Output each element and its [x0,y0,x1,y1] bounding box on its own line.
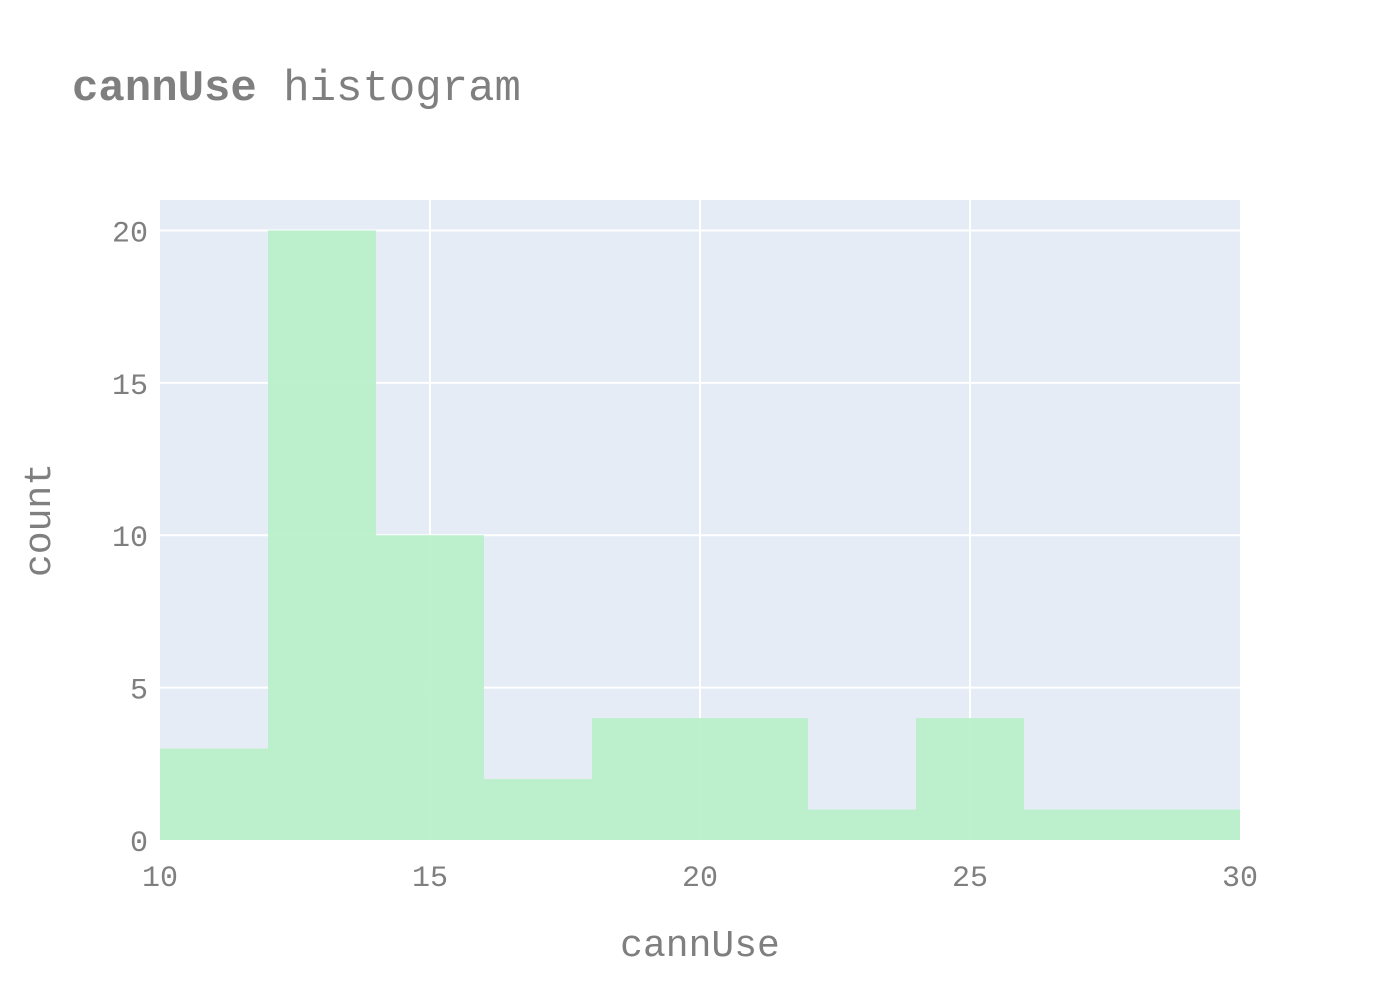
y-axis-label: count [19,463,62,577]
histogram-bar [376,535,484,840]
chart-title-bold: cannUse [72,64,257,114]
y-tick-label: 20 [112,217,148,251]
chart-title-rest: histogram [257,64,521,114]
bars [160,230,1240,840]
y-tick-label: 10 [112,522,148,556]
x-tick-label: 30 [1222,862,1258,896]
y-tick-labels: 0 5 10 15 20 [112,217,148,861]
y-tick-label: 5 [130,675,148,709]
x-tick-labels: 10 15 20 25 30 [142,862,1258,896]
histogram-bar [1024,809,1132,840]
histogram-bar [808,809,916,840]
histogram-bar [160,748,268,840]
chart-title: cannUse histogram [72,64,521,114]
y-tick-label: 15 [112,370,148,404]
histogram-bar [268,230,376,840]
x-tick-label: 25 [952,862,988,896]
histogram-bar [1132,809,1240,840]
x-tick-label: 10 [142,862,178,896]
histogram-bar [700,718,808,840]
x-tick-label: 15 [412,862,448,896]
histogram-bar [592,718,700,840]
x-axis-label: cannUse [620,925,780,968]
histogram-bar [916,718,1024,840]
x-tick-label: 20 [682,862,718,896]
histogram-bar [484,779,592,840]
y-tick-label: 0 [130,827,148,861]
